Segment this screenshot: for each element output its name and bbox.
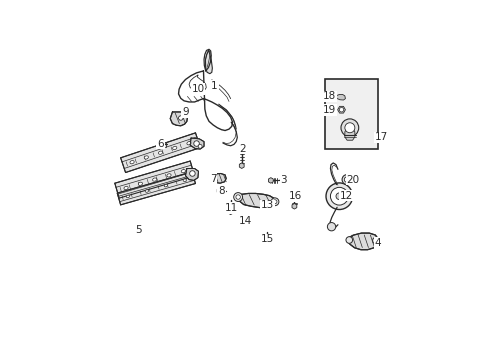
Polygon shape: [170, 112, 187, 126]
Polygon shape: [211, 174, 226, 183]
Ellipse shape: [186, 141, 191, 145]
Ellipse shape: [181, 170, 185, 173]
Polygon shape: [268, 177, 273, 183]
Polygon shape: [205, 50, 212, 74]
Text: 5: 5: [135, 225, 142, 235]
Polygon shape: [185, 168, 198, 180]
Ellipse shape: [126, 195, 129, 198]
Circle shape: [330, 187, 347, 205]
Polygon shape: [115, 161, 194, 198]
Text: 6: 6: [157, 139, 163, 149]
Circle shape: [344, 177, 349, 183]
Circle shape: [346, 237, 352, 243]
Polygon shape: [217, 188, 222, 193]
Text: 9: 9: [182, 108, 188, 117]
Circle shape: [342, 175, 351, 185]
Text: 13: 13: [260, 201, 273, 210]
Circle shape: [372, 237, 379, 244]
Text: 16: 16: [288, 191, 301, 201]
Circle shape: [272, 200, 276, 204]
Circle shape: [235, 195, 240, 199]
Polygon shape: [337, 106, 345, 113]
Polygon shape: [264, 238, 268, 244]
Ellipse shape: [183, 179, 186, 181]
Text: 7: 7: [209, 174, 216, 184]
Circle shape: [198, 144, 202, 148]
Bar: [325, 79, 377, 149]
Polygon shape: [121, 133, 200, 172]
Ellipse shape: [138, 182, 142, 185]
Circle shape: [178, 116, 183, 120]
Text: 18: 18: [323, 91, 336, 102]
Polygon shape: [344, 128, 354, 140]
Polygon shape: [335, 94, 345, 100]
Ellipse shape: [145, 190, 148, 192]
Circle shape: [270, 198, 278, 206]
Polygon shape: [190, 138, 203, 149]
Text: 11: 11: [224, 203, 237, 213]
Polygon shape: [228, 209, 233, 215]
Text: 15: 15: [260, 234, 273, 244]
Text: 1: 1: [211, 81, 218, 91]
Ellipse shape: [158, 151, 163, 154]
Ellipse shape: [164, 184, 167, 187]
Polygon shape: [346, 233, 378, 250]
Circle shape: [189, 171, 195, 176]
Text: 12: 12: [339, 191, 352, 201]
Ellipse shape: [172, 146, 177, 149]
Circle shape: [339, 108, 343, 112]
Text: 4: 4: [374, 238, 381, 248]
Text: 20: 20: [346, 175, 359, 185]
Polygon shape: [291, 203, 296, 209]
Ellipse shape: [144, 156, 148, 159]
Circle shape: [340, 119, 358, 136]
Ellipse shape: [130, 161, 134, 164]
Circle shape: [193, 141, 199, 146]
Text: 14: 14: [238, 216, 251, 226]
Polygon shape: [236, 193, 276, 208]
Ellipse shape: [152, 178, 157, 181]
Circle shape: [335, 193, 342, 199]
Ellipse shape: [123, 186, 128, 190]
Text: 19: 19: [323, 105, 336, 115]
Text: 17: 17: [374, 132, 387, 143]
Text: 10: 10: [191, 84, 204, 94]
Circle shape: [327, 222, 335, 231]
Polygon shape: [239, 163, 244, 168]
Ellipse shape: [166, 174, 171, 177]
Text: 3: 3: [280, 175, 286, 185]
Circle shape: [325, 183, 352, 210]
Circle shape: [233, 193, 242, 202]
Polygon shape: [242, 220, 246, 225]
Text: 2: 2: [239, 144, 245, 153]
Polygon shape: [158, 141, 163, 147]
Circle shape: [344, 123, 354, 133]
Text: 8: 8: [218, 186, 224, 196]
Polygon shape: [117, 172, 195, 205]
